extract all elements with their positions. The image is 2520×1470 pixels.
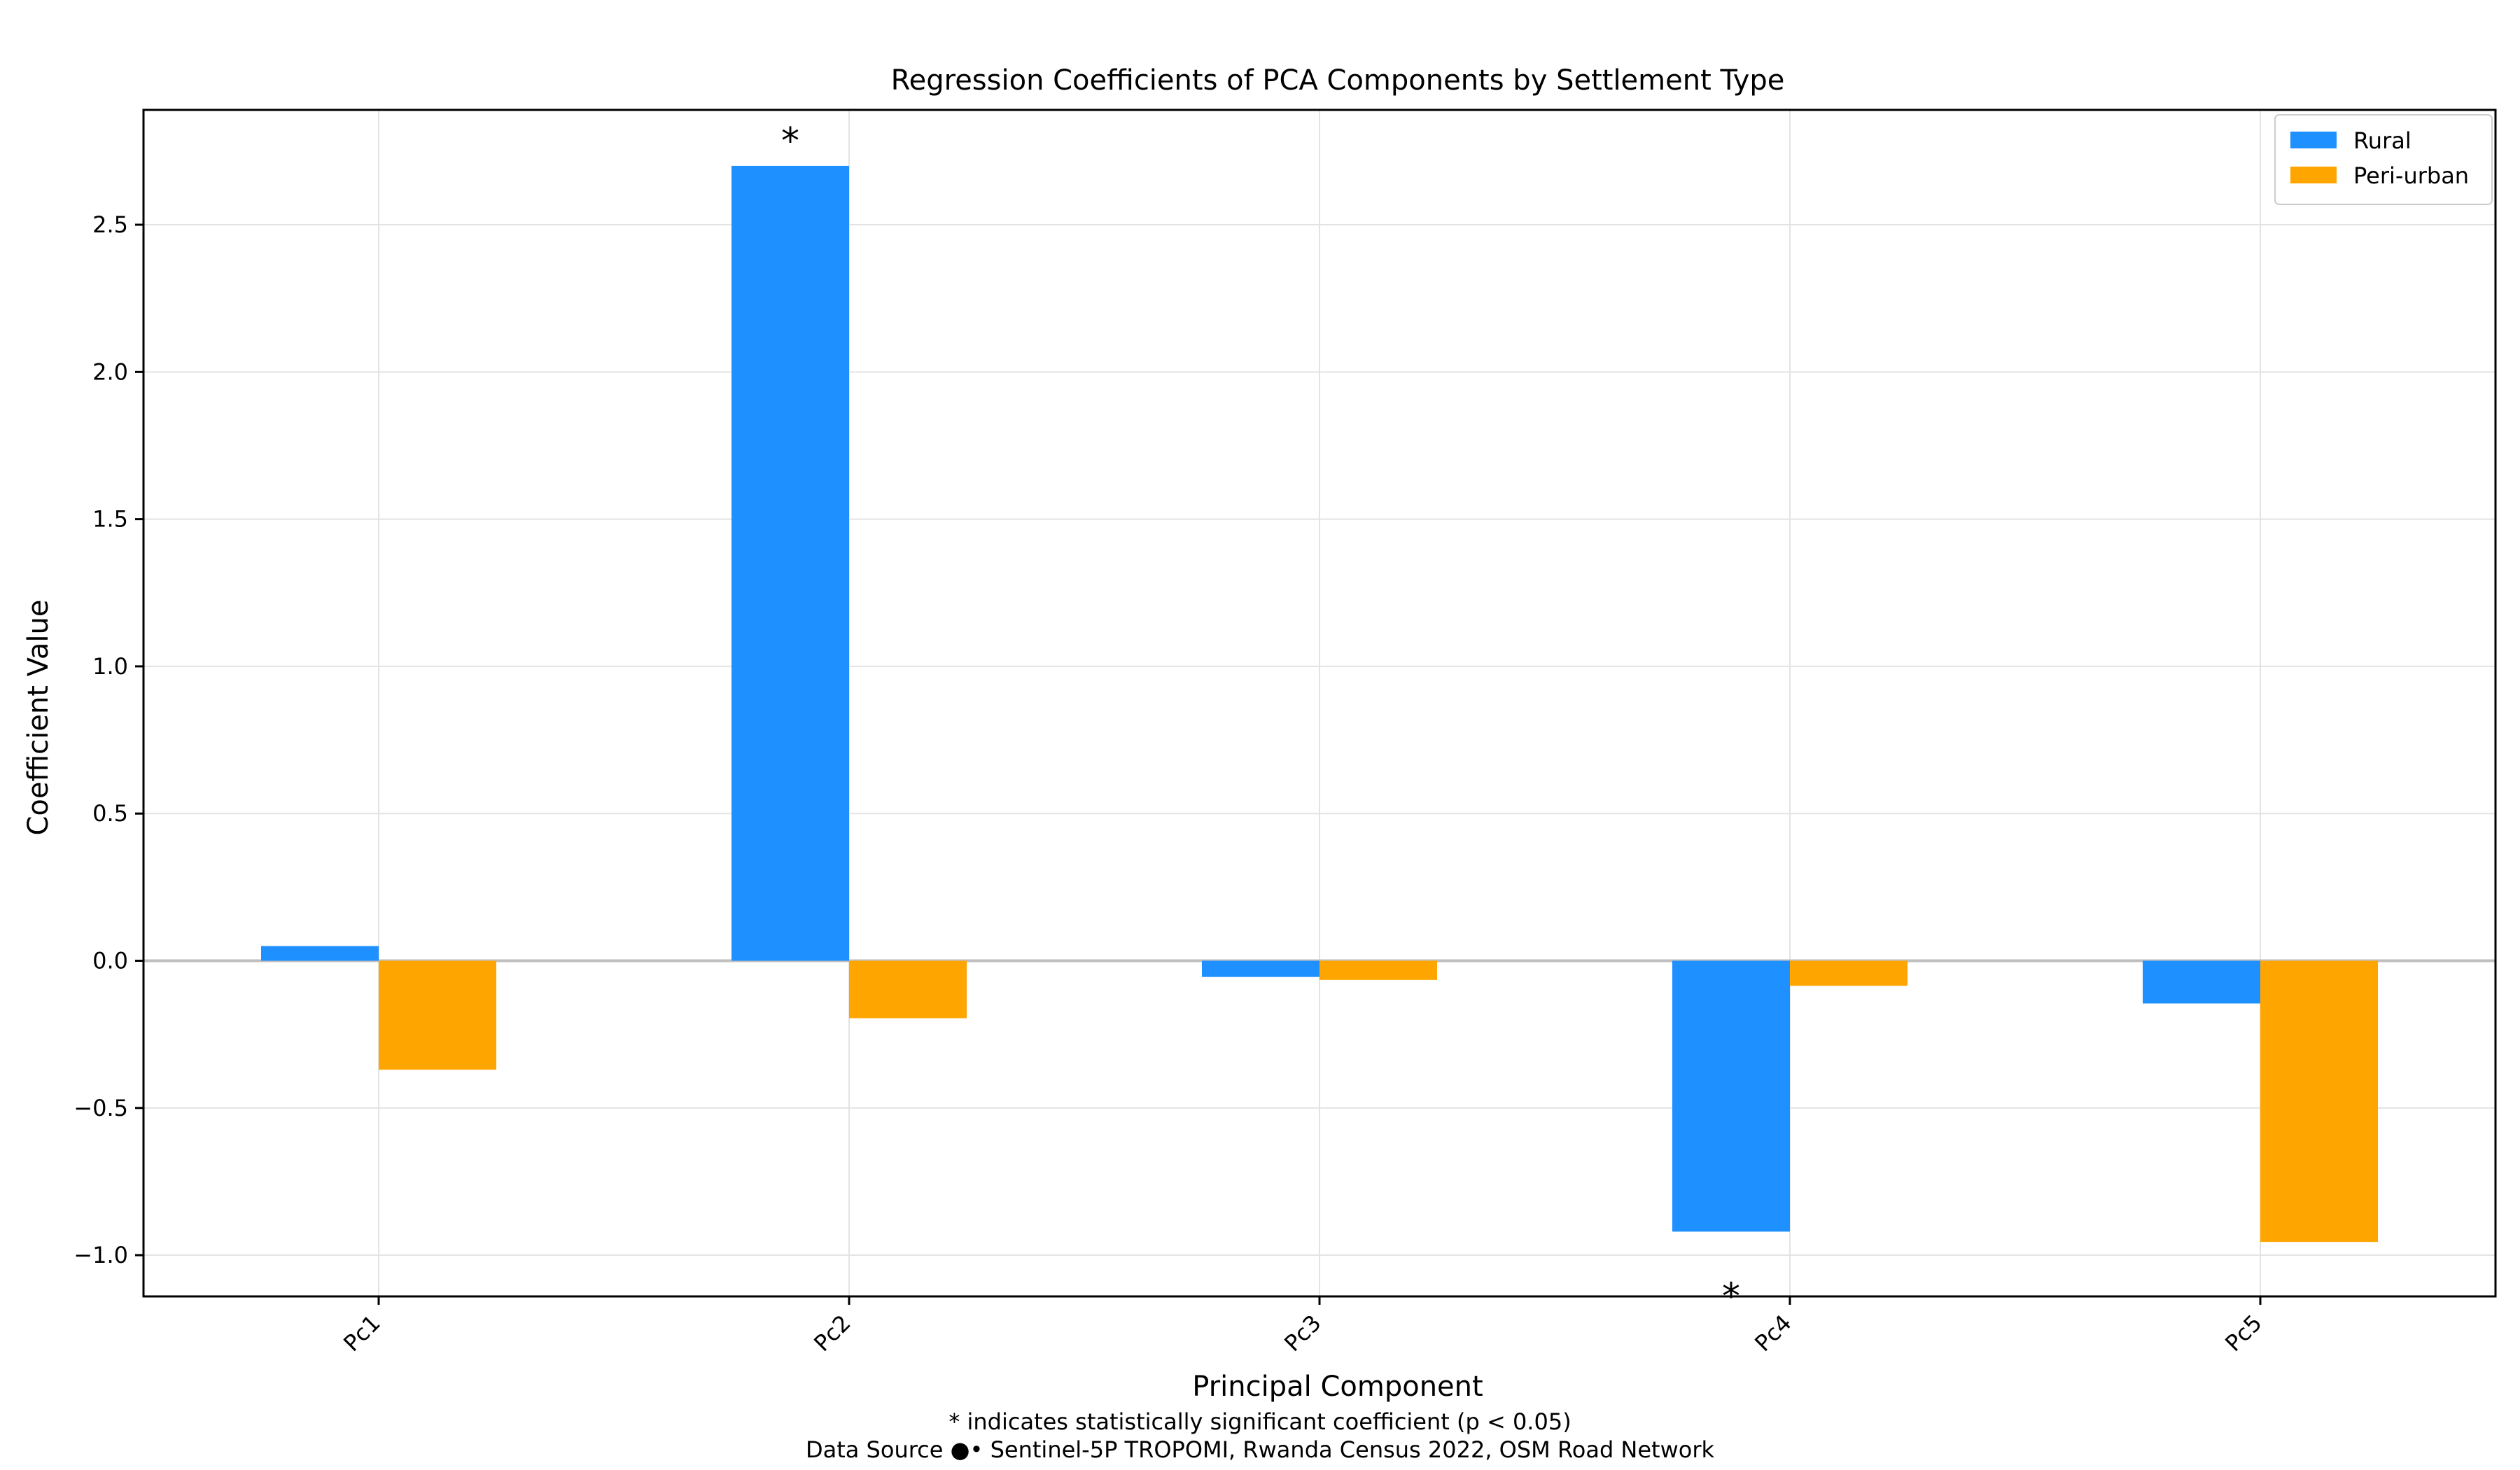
bar-rural-pc2 <box>732 165 849 961</box>
y-tick-label: −0.5 <box>74 1095 128 1121</box>
bar-rural-pc3 <box>1202 960 1320 977</box>
bar-peri-urban-pc5 <box>2260 960 2378 1242</box>
chart-title: Regression Coefficients of PCA Component… <box>891 64 1785 97</box>
y-tick-label: 2.0 <box>92 358 128 385</box>
footnote-data-source: Data Source ●• Sentinel-5P TROPOMI, Rwan… <box>806 1436 1715 1463</box>
y-tick-label: 1.0 <box>92 653 128 680</box>
y-axis-ticks: −1.0 −0.5 0.0 0.5 1.0 1.5 2.0 2.5 <box>74 211 144 1268</box>
y-tick-label: 1.5 <box>92 506 128 533</box>
footnote-significance: * indicates statistically significant co… <box>948 1408 1571 1435</box>
legend: Rural Peri-urban <box>2274 114 2493 205</box>
bar-rural-pc5 <box>2143 960 2260 1004</box>
bar-peri-urban-pc4 <box>1790 960 1907 986</box>
x-axis-label: Principal Component <box>1192 1371 1483 1403</box>
legend-label-peri-urban: Peri-urban <box>2353 162 2469 189</box>
bar-rural-pc1 <box>261 946 379 961</box>
bar-peri-urban-pc1 <box>379 960 496 1070</box>
legend-swatch-rural <box>2290 132 2337 148</box>
significance-marker: * <box>781 120 799 162</box>
y-axis-label: Coefficient Value <box>22 600 55 836</box>
legend-swatch-peri-urban <box>2290 167 2337 183</box>
bar-rural-pc4 <box>1672 960 1790 1232</box>
bar-peri-urban-pc3 <box>1320 960 1437 980</box>
bar-peri-urban-pc2 <box>849 960 967 1018</box>
y-tick-label: −1.0 <box>74 1242 128 1268</box>
legend-label-rural: Rural <box>2353 127 2412 154</box>
y-tick-label: 2.5 <box>92 211 128 238</box>
bars <box>261 165 2378 1242</box>
y-tick-label: 0.5 <box>92 800 128 827</box>
y-tick-label: 0.0 <box>92 948 128 974</box>
